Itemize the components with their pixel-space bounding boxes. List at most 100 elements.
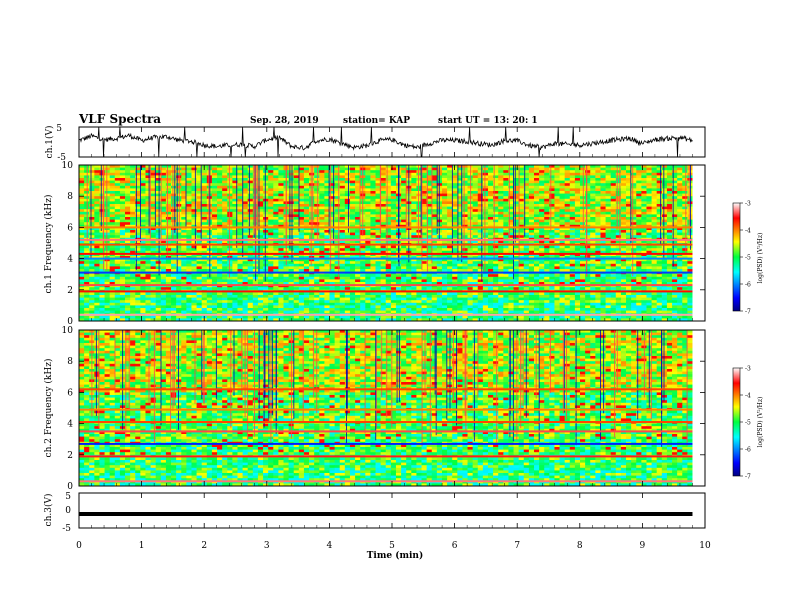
spectrogram-cell (329, 258, 336, 262)
spectrogram-cell (273, 240, 279, 244)
spectrogram-cell (324, 178, 330, 181)
spectrogram-cell (636, 198, 642, 202)
spectrogram-cell (385, 188, 392, 192)
spectrogram-cell (247, 165, 254, 168)
spectrogram-cell (150, 269, 157, 272)
spectrogram-cell (370, 248, 376, 252)
spectrogram-cell (237, 165, 243, 168)
spectrogram-cell (171, 178, 177, 181)
spectrogram-cell (114, 193, 121, 197)
spectrogram-cell (426, 172, 433, 176)
spectrogram-cell (482, 183, 489, 187)
spectrogram-cell (677, 250, 683, 254)
spectrogram-cell (457, 180, 463, 184)
spectrogram-cell (457, 258, 463, 262)
spectrogram-cell (672, 206, 678, 210)
spectrogram-cell (191, 183, 197, 187)
spectrogram-cell (534, 201, 540, 205)
spectrogram-cell (303, 167, 310, 171)
spectrogram-cell (79, 235, 85, 239)
spectrogram-cell (518, 172, 525, 176)
spectrogram-cell (109, 185, 116, 189)
spectrogram-cell (574, 214, 581, 218)
spectrogram-cell (487, 204, 494, 207)
spectrogram-cell (278, 250, 284, 254)
spectrogram-cell (539, 180, 545, 184)
spectrogram-cell (298, 178, 305, 181)
spectrogram-cell (349, 211, 356, 215)
spectrogram-cell (498, 167, 504, 171)
spectrogram-cell (544, 206, 550, 210)
spectrogram-cell (257, 198, 264, 202)
spectrogram-cell (569, 193, 576, 197)
spectrogram-cell (661, 245, 668, 249)
spectrogram-cell (472, 266, 479, 270)
spectrogram-cell (452, 198, 458, 202)
spectrogram-cell (89, 206, 95, 210)
spectrogram-cell (370, 172, 376, 176)
spectrogram-cell (211, 269, 218, 272)
spectrogram-cell (79, 185, 85, 189)
spectrogram-cell (431, 263, 438, 267)
spectrogram-cell (257, 196, 264, 200)
spectrogram-cell (227, 170, 233, 174)
spectrogram-cell (421, 170, 428, 174)
spectrogram-cell (493, 172, 499, 176)
spectrogram-cell (293, 250, 300, 254)
spectrogram-cell (181, 167, 187, 171)
spectrogram-cell (84, 248, 90, 252)
spectrogram-cell (401, 178, 407, 181)
spectrogram-cell (135, 167, 141, 171)
spectrogram-cell (518, 175, 525, 179)
spectrogram-cell (109, 191, 116, 194)
spectrogram-cell (626, 232, 632, 236)
spectrogram-cell (211, 178, 218, 181)
spectrogram-cell (661, 256, 668, 259)
spectrogram-cell (580, 219, 586, 223)
spectrogram-cell (217, 193, 223, 197)
spectrogram-cell (462, 204, 468, 207)
spectrogram-cell (334, 250, 341, 254)
spectrogram-cell (626, 204, 632, 207)
spectrogram-cell (666, 209, 673, 213)
spectrogram-cell (160, 188, 167, 192)
spectrogram-cell (309, 211, 315, 215)
spectrogram-cell (242, 256, 249, 259)
spectrogram-cell (135, 198, 141, 202)
spectrogram-cell (477, 263, 484, 267)
spectrogram-cell (181, 178, 187, 181)
spectrogram-cell (503, 230, 509, 233)
spectrogram-cell (656, 263, 663, 267)
spectrogram-cell (278, 232, 284, 236)
spectrogram-cell (411, 193, 417, 197)
spectrogram-cell (564, 167, 571, 171)
spectrogram-cell (114, 196, 121, 200)
spectrogram-cell (125, 256, 131, 259)
spectrogram-cell (114, 248, 121, 252)
spectrogram-cell (165, 266, 172, 270)
spectrogram-cell (94, 224, 100, 228)
spectrogram-cell (176, 269, 182, 272)
spectrogram-cell (482, 230, 489, 233)
spectrogram-cell (125, 211, 131, 215)
spectrogram-cell (518, 201, 525, 205)
spectrogram-cell (298, 165, 305, 168)
spectrogram-cell (84, 256, 90, 259)
spectrogram-cell (661, 206, 668, 210)
spectrogram-cell (518, 219, 525, 223)
spectrogram-cell (431, 245, 438, 249)
spectrogram-cell (580, 209, 586, 213)
spectrogram-cell (99, 269, 105, 272)
spectrogram-cell (349, 170, 356, 174)
spectrogram-cell (513, 185, 520, 189)
spectrogram-cell (641, 201, 647, 205)
spectrogram-cell (539, 245, 545, 249)
spectrogram-cell (651, 219, 658, 223)
spectrogram-cell (160, 240, 167, 244)
spectrogram-cell (574, 165, 581, 168)
spectrogram-cell (452, 188, 458, 192)
spectrogram-cell (319, 232, 325, 236)
spectrogram-cell (569, 180, 576, 184)
spectrogram-cell (416, 235, 422, 239)
spectrogram-cell (355, 269, 361, 272)
